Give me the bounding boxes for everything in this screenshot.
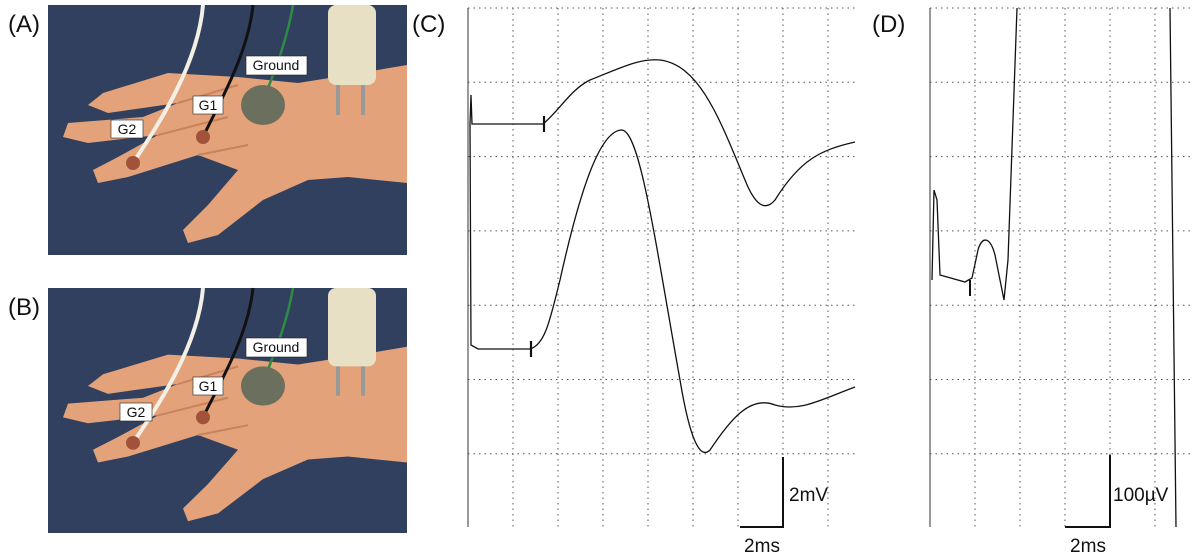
electrode-tags-b: Ground G1 G2 (119, 337, 308, 422)
scale-label: 2ms (1070, 536, 1106, 555)
scale-label: 2mV (789, 485, 828, 506)
grid-c (468, 7, 856, 527)
photo-b (46, 286, 409, 535)
tag: G1 (199, 97, 218, 113)
scale-label: 100µV (1113, 485, 1169, 506)
trace (469, 59, 856, 207)
tag: Ground (253, 57, 300, 73)
scale-label: 2ms (744, 536, 780, 555)
tag: Ground (253, 339, 300, 355)
panel-label: (D) (872, 11, 905, 38)
tag: G1 (199, 378, 218, 394)
trace (1169, 7, 1177, 528)
tag: G2 (127, 404, 146, 420)
panel-label: (A) (8, 11, 40, 38)
trace (931, 7, 1018, 301)
electrode-tags-a: Ground G1 G2 (110, 55, 308, 139)
panel-label: (B) (8, 294, 40, 321)
scale-bar (740, 457, 784, 528)
grid-d (930, 7, 1190, 527)
scale-bar (1065, 455, 1111, 528)
panel-label: (C) (412, 11, 445, 38)
trace (469, 123, 856, 453)
photo-a (46, 3, 409, 257)
tag: G2 (118, 121, 137, 137)
